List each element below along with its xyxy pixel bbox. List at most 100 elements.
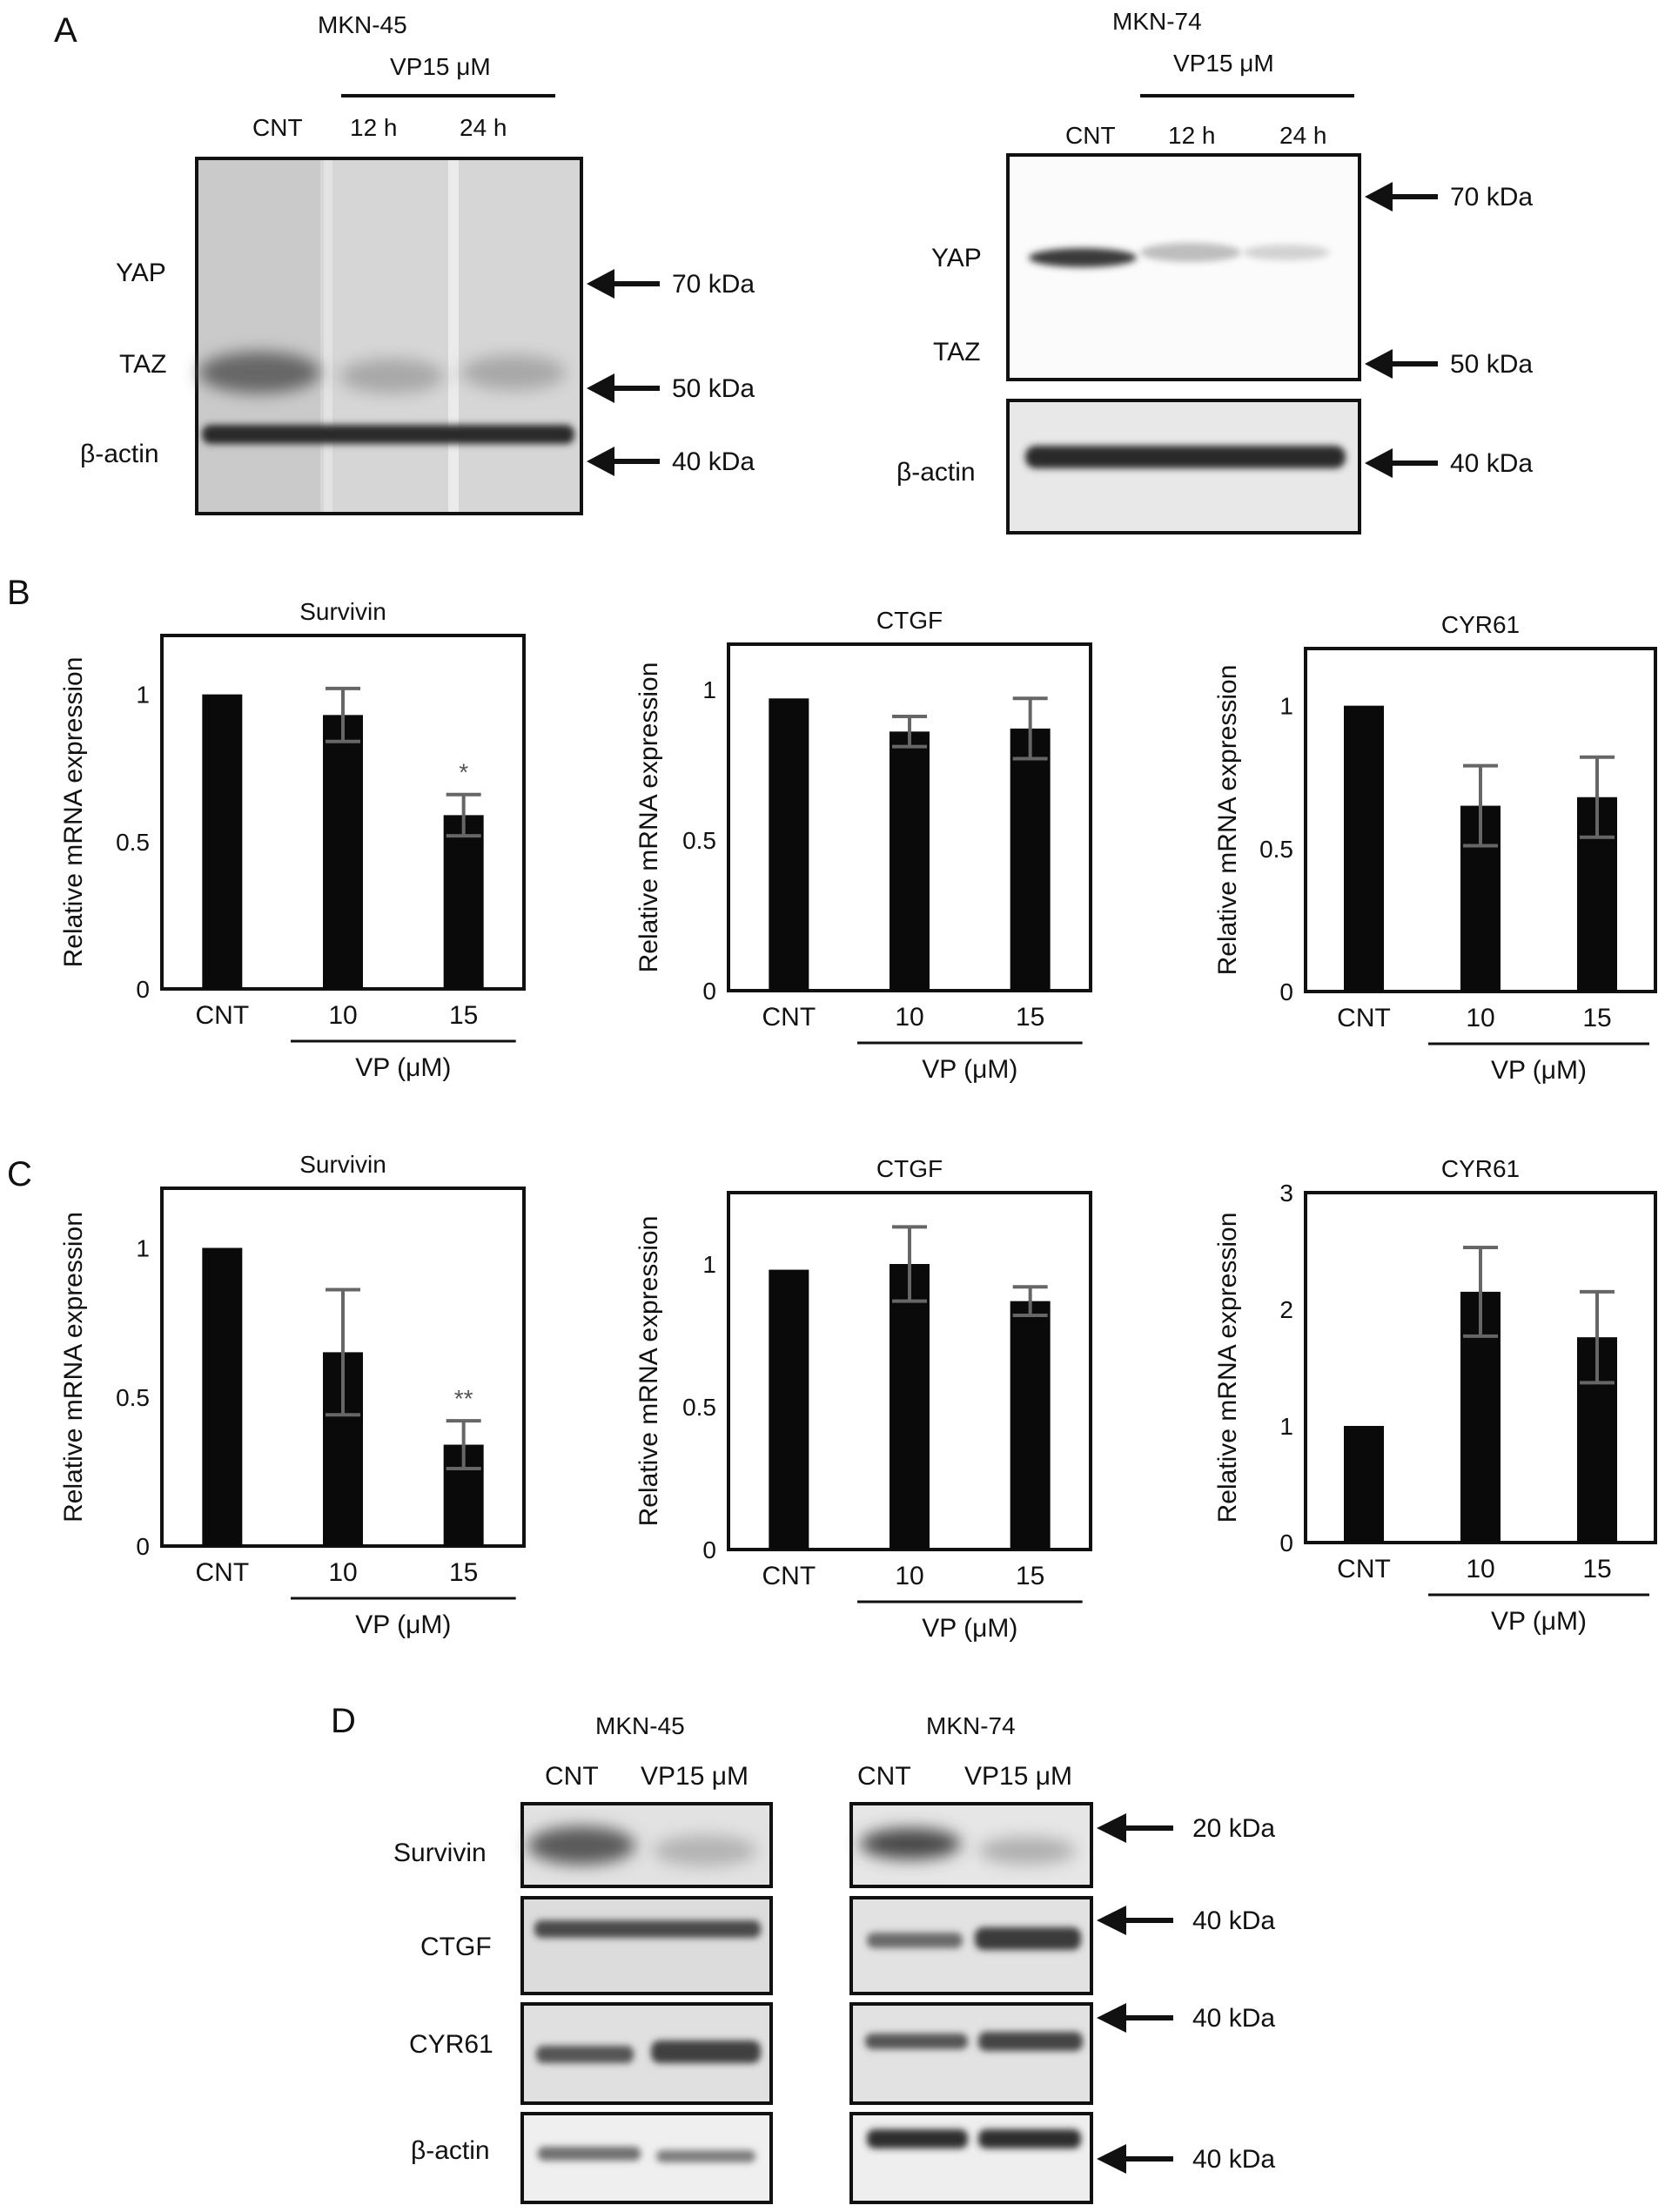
y-tick-label: 0 (136, 976, 150, 1003)
lane-label: 12 h (350, 114, 398, 141)
y-tick-label: 3 (1279, 1180, 1293, 1207)
y-axis-label: Relative mRNA expression (59, 657, 88, 968)
x-tick-label: 10 (895, 1003, 923, 1032)
y-tick-label: 1 (702, 1251, 716, 1278)
marker-label: 40 kDa (1192, 2004, 1275, 2033)
band-yap-faint (1140, 243, 1241, 262)
band-ctgf (975, 1927, 1081, 1950)
group-label: VP (μM) (355, 1053, 451, 1082)
x-tick-label: 10 (328, 1558, 357, 1587)
marker-label: 70 kDa (672, 270, 755, 299)
lane-streak (448, 160, 459, 512)
marker-label: 40 kDa (1192, 1906, 1275, 1935)
bar-chart-b-survivin: Survivin 0 0.5 1 Relative mRNA expression CNT… (59, 598, 526, 1082)
band-cyr61 (536, 2046, 634, 2063)
band-label: β-actin (411, 2136, 490, 2165)
y-tick-label: 0 (1279, 1530, 1293, 1556)
band-label: CYR61 (409, 2030, 493, 2059)
x-tick-label: 15 (1016, 1003, 1044, 1032)
lane-label: CNT (1065, 122, 1116, 149)
band-actin (656, 2150, 755, 2162)
cell-line-label: MKN-74 (926, 1712, 1016, 1739)
chart-title: CYR61 (1441, 611, 1520, 638)
group-label: VP (μM) (1491, 1607, 1587, 1636)
band-survivin-faint (978, 1837, 1076, 1865)
x-tick-label: 10 (1466, 1004, 1494, 1032)
band-survivin (860, 1828, 961, 1859)
y-tick-label: 0 (1279, 978, 1293, 1005)
y-tick-label: 1 (1279, 1413, 1293, 1440)
group-label: VP (μM) (922, 1614, 1017, 1643)
panel-label-b: B (7, 574, 30, 612)
x-tick-label: 15 (449, 1558, 478, 1587)
y-tick-label: 0 (702, 1536, 716, 1563)
y-axis-label: Relative mRNA expression (59, 1212, 88, 1523)
panel-label-c: C (7, 1155, 32, 1193)
y-tick-label: 1 (136, 1235, 150, 1262)
chart-title: CTGF (876, 607, 943, 634)
lane-label: VP15 μM (641, 1762, 749, 1791)
chart-title: CYR61 (1441, 1155, 1520, 1182)
group-label: VP (μM) (922, 1055, 1017, 1084)
marker-label: 20 kDa (1192, 1814, 1275, 1843)
band-taz-faint (339, 359, 444, 393)
y-tick-label: 0 (702, 978, 716, 1005)
bar-chart-c-cyr61: CYR61 0 1 2 3 Relative mRNA expression CNT 10 15… (1213, 1155, 1657, 1636)
band-actin (538, 2147, 641, 2161)
bar (443, 815, 484, 989)
band-cyr61 (978, 2032, 1083, 2051)
cell-line-label: MKN-45 (595, 1712, 685, 1739)
arrow-icon (1365, 182, 1438, 212)
arrow-icon (1365, 448, 1438, 478)
band-cyr61 (865, 2034, 968, 2049)
lane-label: VP15 μM (964, 1762, 1072, 1791)
band-yap (1029, 248, 1137, 267)
bar (202, 1247, 243, 1546)
x-tick-label: 10 (1466, 1555, 1494, 1583)
x-tick-label: 15 (1016, 1562, 1044, 1590)
lane-label: CNT (857, 1762, 911, 1791)
marker-label: 70 kDa (1450, 183, 1533, 212)
y-tick-label: 0.5 (116, 1384, 150, 1411)
chart-title: CTGF (876, 1155, 943, 1182)
band-label: β-actin (896, 458, 976, 487)
band-label: YAP (931, 244, 982, 272)
marker-label: 50 kDa (1450, 350, 1533, 379)
band-taz-faint (461, 355, 566, 390)
panel-d-blots: MKN-45 CNT VP15 μM MKN-74 CNT VP15 μM Su… (393, 1712, 1275, 2204)
band-ctgf (534, 1920, 761, 1938)
arrow-icon (1097, 2144, 1173, 2174)
marker-label: 50 kDa (672, 374, 755, 403)
band-survivin-faint (653, 1835, 757, 1866)
arrow-icon (1097, 1906, 1173, 1935)
x-tick-label: CNT (196, 1001, 250, 1030)
band-label: TAZ (119, 350, 166, 379)
lane-label: CNT (252, 114, 303, 141)
band-survivin (527, 1826, 635, 1865)
panel-label-a: A (54, 11, 77, 50)
x-tick-label: 15 (449, 1001, 478, 1030)
x-tick-label: 15 (1582, 1004, 1611, 1032)
y-axis-label: Relative mRNA expression (634, 1216, 663, 1527)
blot-membrane (1006, 153, 1361, 381)
arrow-icon (587, 447, 660, 476)
lane-label: 24 h (1279, 122, 1327, 149)
x-tick-label: 15 (1582, 1555, 1611, 1583)
y-tick-label: 0.5 (1259, 836, 1293, 863)
treatment-label: VP15 μM (1173, 50, 1274, 77)
arrow-icon (1097, 2003, 1173, 2033)
bar (890, 731, 930, 991)
y-tick-label: 2 (1279, 1296, 1293, 1323)
y-axis-label: Relative mRNA expression (1213, 1213, 1242, 1523)
bar (202, 694, 243, 989)
x-tick-label: CNT (762, 1562, 816, 1590)
x-tick-label: CNT (196, 1558, 250, 1587)
band-label: Survivin (393, 1839, 487, 1867)
blot-membrane (849, 2002, 1093, 2105)
chart-title: Survivin (299, 598, 386, 625)
y-tick-label: 1 (136, 682, 150, 709)
chart-title: Survivin (299, 1151, 386, 1178)
bar-chart-c-ctgf: CTGF 0 0.5 1 Relative mRNA expression CNT 10 15… (634, 1155, 1092, 1643)
band-label: β-actin (80, 440, 159, 468)
blot-membrane (849, 2112, 1093, 2204)
